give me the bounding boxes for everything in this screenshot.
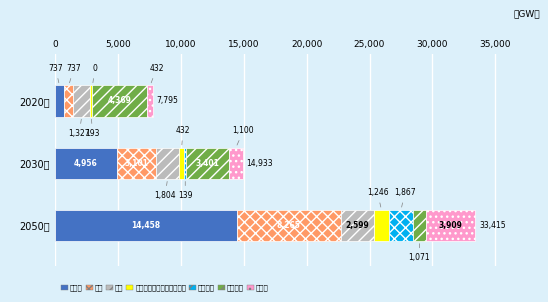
Bar xyxy=(184,148,186,179)
Bar xyxy=(426,210,476,241)
Bar xyxy=(374,210,389,241)
Text: 1,246: 1,246 xyxy=(367,188,389,207)
Bar xyxy=(73,85,90,117)
Bar xyxy=(55,148,117,179)
Bar xyxy=(156,148,179,179)
Bar xyxy=(179,148,184,179)
Text: 1,327: 1,327 xyxy=(68,119,90,138)
Text: 14,933: 14,933 xyxy=(247,159,273,168)
Bar xyxy=(186,148,229,179)
Text: 4,369: 4,369 xyxy=(108,97,132,105)
Text: 1,071: 1,071 xyxy=(409,244,430,262)
Bar xyxy=(117,148,156,179)
Bar xyxy=(55,85,64,117)
Bar xyxy=(413,210,426,241)
Text: 3,401: 3,401 xyxy=(196,159,220,168)
Text: 14,458: 14,458 xyxy=(131,221,161,230)
Text: 1,867: 1,867 xyxy=(394,188,415,207)
Text: 1,804: 1,804 xyxy=(154,182,176,200)
Text: 3,101: 3,101 xyxy=(125,159,149,168)
Text: 193: 193 xyxy=(85,119,100,138)
Text: 4,956: 4,956 xyxy=(74,159,98,168)
Bar xyxy=(93,85,147,117)
Text: 8,265: 8,265 xyxy=(277,221,301,230)
Bar xyxy=(55,210,237,241)
Bar xyxy=(237,210,341,241)
Text: 139: 139 xyxy=(178,182,192,200)
Text: 432: 432 xyxy=(149,64,164,83)
Bar xyxy=(341,210,374,241)
Text: 1,100: 1,100 xyxy=(232,126,254,145)
Bar xyxy=(90,85,93,117)
Text: 2,599: 2,599 xyxy=(345,221,369,230)
Text: （GW）: （GW） xyxy=(513,9,540,18)
Text: 3,909: 3,909 xyxy=(439,221,463,230)
Bar xyxy=(147,85,153,117)
Bar xyxy=(229,148,243,179)
Bar xyxy=(64,85,73,117)
Text: 737: 737 xyxy=(66,64,81,83)
Text: 7,795: 7,795 xyxy=(157,97,179,105)
Text: 432: 432 xyxy=(176,126,190,145)
Bar xyxy=(389,210,413,241)
Text: 737: 737 xyxy=(48,64,63,83)
Text: 0: 0 xyxy=(93,64,98,83)
Legend: 太陽光, 風力, 水力, その他再生可能エネルギー, 水素関連, 化石燃料, その他: 太陽光, 風力, 水力, その他再生可能エネルギー, 水素関連, 化石燃料, そ… xyxy=(58,282,271,294)
Text: 33,415: 33,415 xyxy=(480,221,506,230)
